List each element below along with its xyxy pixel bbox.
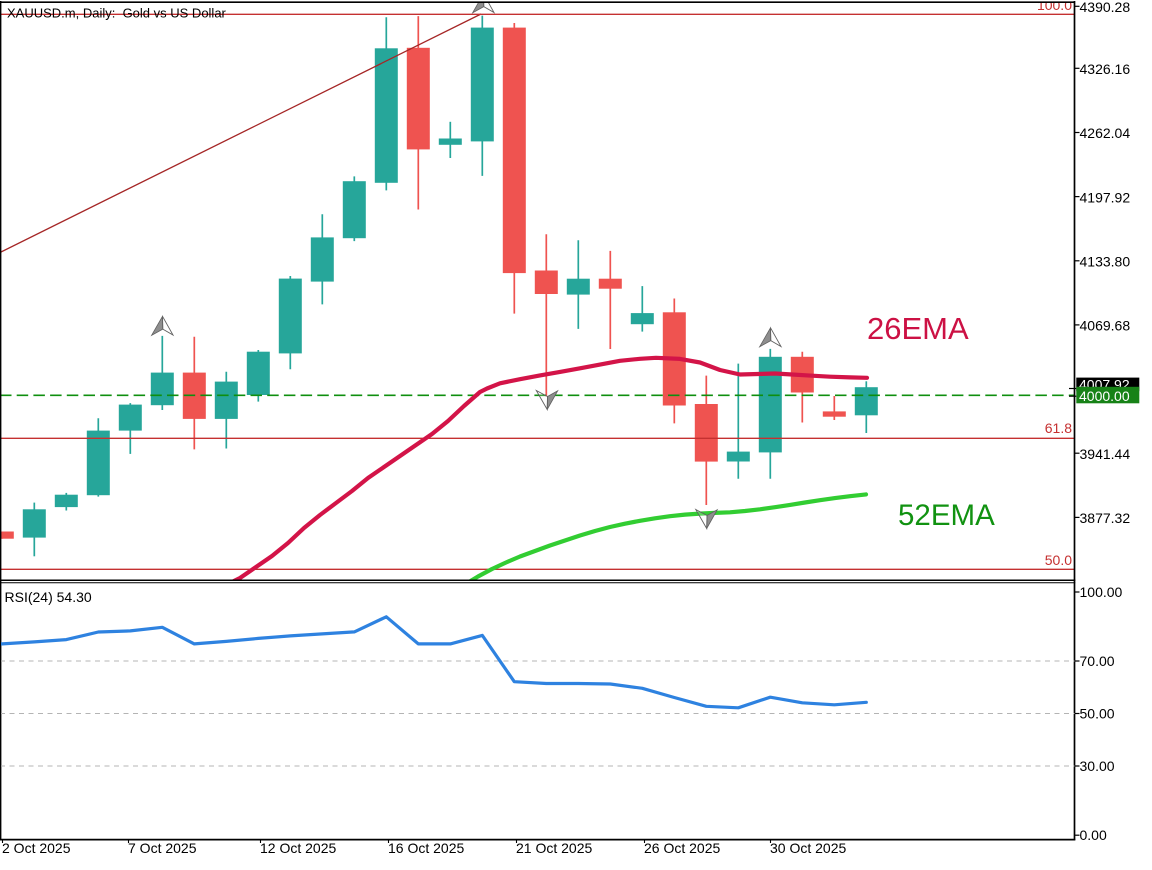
svg-text:4326.16: 4326.16 — [1080, 61, 1131, 77]
svg-text:4262.04: 4262.04 — [1080, 125, 1131, 141]
svg-text:0.00: 0.00 — [1080, 827, 1107, 843]
svg-text:4197.92: 4197.92 — [1080, 189, 1131, 205]
svg-text:4069.68: 4069.68 — [1080, 318, 1131, 334]
svg-text:70.00: 70.00 — [1080, 653, 1115, 669]
svg-text:52EMA: 52EMA — [898, 499, 995, 532]
svg-text:2 Oct 2025: 2 Oct 2025 — [2, 840, 71, 856]
svg-text:30 Oct 2025: 30 Oct 2025 — [770, 840, 846, 856]
svg-text:RSI(24) 54.30: RSI(24) 54.30 — [5, 589, 92, 605]
svg-text:50.0: 50.0 — [1045, 552, 1072, 568]
svg-text:12 Oct 2025: 12 Oct 2025 — [260, 840, 336, 856]
svg-text:4390.28: 4390.28 — [1080, 0, 1131, 15]
svg-text:21 Oct 2025: 21 Oct 2025 — [516, 840, 592, 856]
svg-text:100.00: 100.00 — [1080, 584, 1123, 600]
svg-text:50.00: 50.00 — [1080, 706, 1115, 722]
svg-text:61.8: 61.8 — [1045, 420, 1072, 436]
svg-text:4133.80: 4133.80 — [1080, 254, 1131, 270]
svg-text:30.00: 30.00 — [1080, 758, 1115, 774]
svg-text:26EMA: 26EMA — [867, 311, 969, 346]
svg-text:4000.00: 4000.00 — [1079, 388, 1130, 404]
svg-text:26 Oct 2025: 26 Oct 2025 — [644, 840, 720, 856]
svg-text:16 Oct 2025: 16 Oct 2025 — [388, 840, 464, 856]
svg-text:3941.44: 3941.44 — [1080, 446, 1131, 462]
svg-text:100.0: 100.0 — [1037, 0, 1072, 13]
svg-text:3877.32: 3877.32 — [1080, 510, 1131, 526]
svg-text:7 Oct 2025: 7 Oct 2025 — [128, 840, 197, 856]
svg-text:XAUUSD.m, Daily: Gold vs US D: XAUUSD.m, Daily: Gold vs US Dollar — [7, 6, 227, 21]
